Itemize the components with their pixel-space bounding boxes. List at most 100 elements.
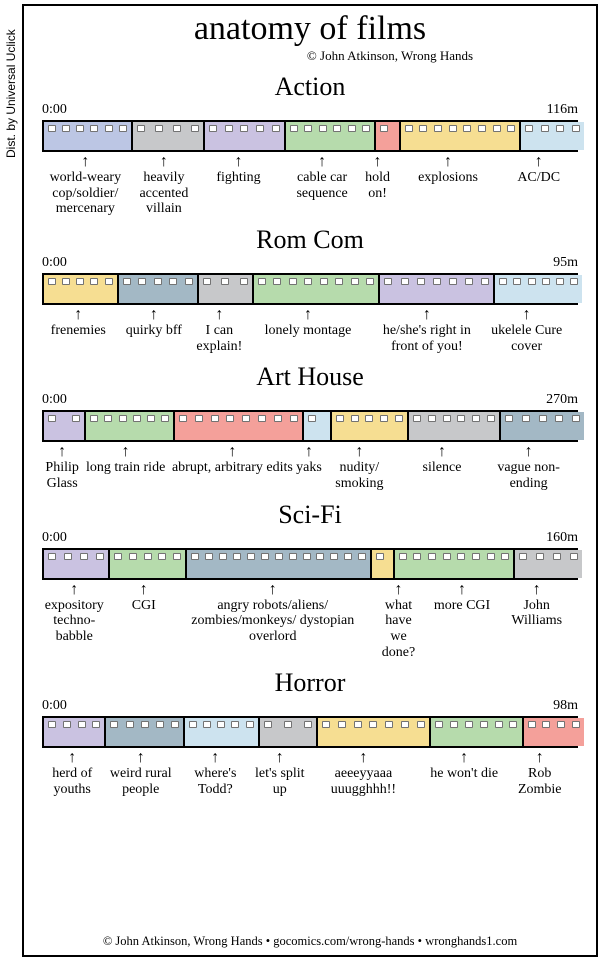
- sprocket-hole: [507, 125, 515, 132]
- segment-label: world-weary cop/soldier/ mercenary: [42, 170, 129, 217]
- sprocket-holes: [110, 721, 179, 728]
- sprocket-hole: [256, 125, 264, 132]
- sprocket-hole: [231, 721, 239, 728]
- arrow-up-icon: ↑: [460, 750, 468, 766]
- sprocket-hole: [258, 278, 266, 285]
- sprocket-holes: [48, 721, 100, 728]
- sprocket-hole: [405, 125, 413, 132]
- segment-label-col: ↑more CGI: [403, 580, 522, 661]
- sprocket-hole: [555, 415, 563, 422]
- arrow-up-icon: ↑: [458, 582, 466, 598]
- sprocket-hole: [322, 721, 330, 728]
- segment-label: silence: [423, 460, 462, 476]
- segment-label: I can explain!: [193, 323, 245, 354]
- film-segment: [524, 718, 584, 746]
- sprocket-holes: [308, 415, 326, 422]
- sprocket-hole: [417, 721, 425, 728]
- segment-label: CGI: [132, 598, 156, 614]
- time-row: 0:0095m: [42, 255, 578, 271]
- segment-label-col: ↑cable car sequence: [278, 152, 367, 217]
- arrow-up-icon: ↑: [140, 582, 148, 598]
- sprocket-hole: [289, 553, 297, 560]
- sprocket-hole: [380, 415, 388, 422]
- arrow-up-icon: ↑: [58, 444, 66, 460]
- film-segment: [409, 412, 502, 440]
- segment-label-col: ↑AC/DC: [507, 152, 569, 217]
- sprocket-hole: [284, 721, 292, 728]
- film-segment: [515, 550, 582, 578]
- sprocket-hole: [572, 721, 580, 728]
- arrow-up-icon: ↑: [211, 750, 219, 766]
- arrow-up-icon: ↑: [150, 307, 158, 323]
- title: anatomy of films: [24, 12, 596, 46]
- sprocket-hole: [480, 721, 488, 728]
- arrow-up-icon: ↑: [68, 750, 76, 766]
- sprocket-hole: [104, 415, 112, 422]
- sprocket-hole: [78, 721, 86, 728]
- sprocket-hole: [154, 278, 162, 285]
- segment-label: hold on!: [365, 170, 390, 201]
- sprocket-hole: [304, 721, 312, 728]
- sprocket-hole: [501, 553, 509, 560]
- sprocket-hole: [129, 553, 137, 560]
- sprocket-hole: [203, 721, 211, 728]
- sprocket-hole: [48, 553, 56, 560]
- sprocket-hole: [195, 415, 203, 422]
- sprocket-hole: [62, 278, 70, 285]
- arrow-up-icon: ↑: [374, 154, 382, 170]
- sprocket-hole: [495, 721, 503, 728]
- sprocket-hole: [240, 278, 248, 285]
- sprocket-holes: [48, 553, 104, 560]
- film-segment: [286, 122, 377, 150]
- segment-label: more CGI: [434, 598, 490, 614]
- comic-frame: anatomy of films © John Atkinson, Wrong …: [22, 4, 598, 957]
- label-row: ↑herd of youths↑weird rural people↑where…: [42, 748, 578, 797]
- segment-label: yaks: [296, 460, 322, 476]
- sprocket-hole: [161, 415, 169, 422]
- segment-label: Philip Glass: [42, 460, 82, 491]
- sprocket-hole: [376, 553, 384, 560]
- sprocket-hole: [246, 721, 254, 728]
- film-segment: [254, 275, 381, 303]
- sprocket-hole: [48, 125, 56, 132]
- sprocket-holes: [258, 278, 375, 285]
- sprocket-hole: [144, 553, 152, 560]
- sprocket-holes: [384, 278, 489, 285]
- sprocket-holes: [322, 721, 425, 728]
- sprocket-hole: [487, 415, 495, 422]
- sprocket-hole: [137, 125, 145, 132]
- arrow-up-icon: ↑: [444, 154, 452, 170]
- arrow-up-icon: ↑: [438, 444, 446, 460]
- sprocket-hole: [401, 721, 409, 728]
- sprocket-hole: [64, 553, 72, 560]
- footer: © John Atkinson, Wrong Hands • gocomics.…: [24, 934, 596, 949]
- sprocket-hole: [173, 125, 181, 132]
- segment-label: fighting: [216, 170, 260, 186]
- segment-label-col: ↑I can explain!: [193, 305, 245, 354]
- sprocket-hole: [274, 415, 282, 422]
- segment-label-col: ↑aeeeyyaaa uuugghhh!!: [308, 748, 419, 797]
- sprocket-hole: [513, 278, 521, 285]
- sprocket-hole: [226, 415, 234, 422]
- sprocket-holes: [380, 125, 394, 132]
- distributor-text: Dist. by Universal Uclick: [4, 29, 18, 158]
- segment-label-col: ↑herd of youths: [42, 748, 102, 797]
- arrow-up-icon: ↑: [355, 444, 363, 460]
- genre-horror: Horror0:0098m↑herd of youths↑weird rural…: [24, 670, 596, 797]
- film-segment: [119, 275, 200, 303]
- segment-label: long train ride: [86, 460, 165, 476]
- sprocket-hole: [189, 721, 197, 728]
- film-segment: [199, 275, 253, 303]
- sprocket-hole: [217, 721, 225, 728]
- film-segment: [106, 718, 185, 746]
- sprocket-hole: [457, 553, 465, 560]
- segment-label-col: ↑CGI: [106, 580, 181, 661]
- arrow-up-icon: ↑: [81, 154, 89, 170]
- sprocket-holes: [336, 415, 403, 422]
- sprocket-hole: [472, 553, 480, 560]
- sprocket-hole: [203, 278, 211, 285]
- sprocket-hole: [481, 278, 489, 285]
- time-row: 0:0098m: [42, 698, 578, 714]
- film-segment: [431, 718, 524, 746]
- sprocket-hole: [541, 125, 549, 132]
